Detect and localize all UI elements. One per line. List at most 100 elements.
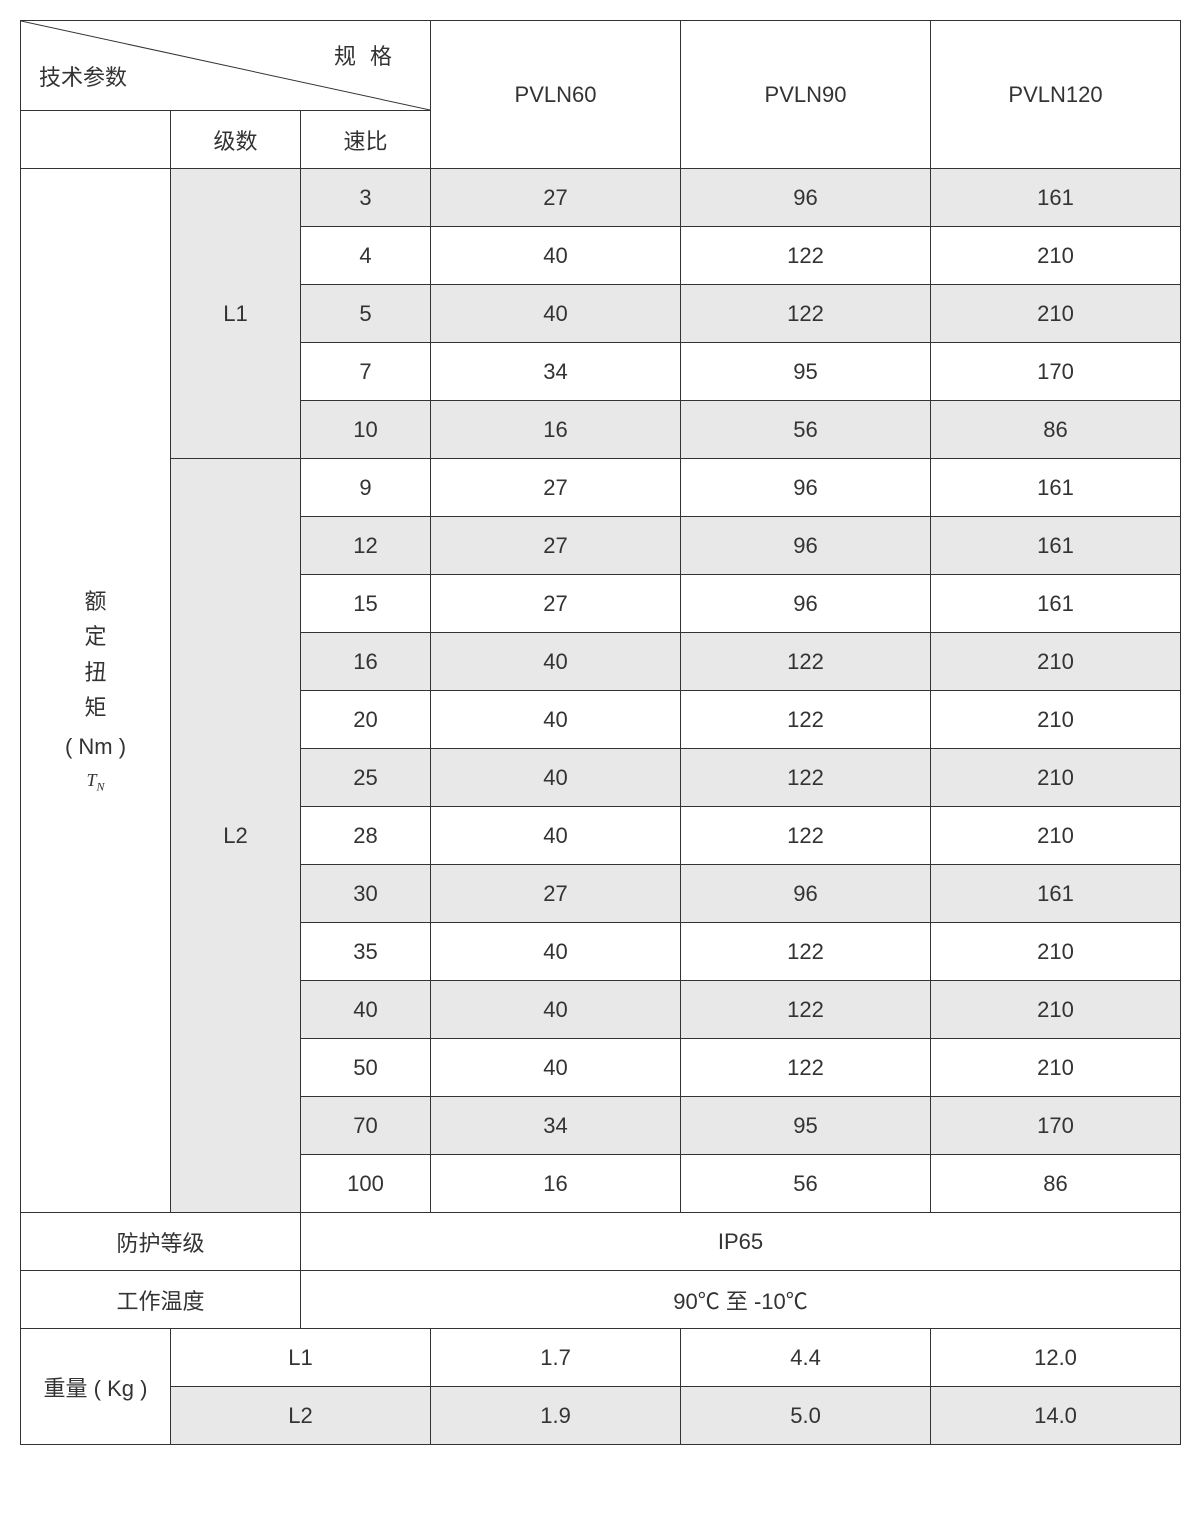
weight-label: 重量 ( Kg ) <box>21 1329 171 1445</box>
value-cell: 40 <box>431 227 681 285</box>
value-cell: 170 <box>931 343 1181 401</box>
value-cell: 210 <box>931 1039 1181 1097</box>
value-cell: 96 <box>681 865 931 923</box>
rated-torque-label: 额定扭矩( Nm )TN <box>21 169 171 1213</box>
value-cell: 40 <box>431 749 681 807</box>
value-cell: 122 <box>681 633 931 691</box>
ratio-cell: 28 <box>301 807 431 865</box>
value-cell: 170 <box>931 1097 1181 1155</box>
value-cell: 210 <box>931 633 1181 691</box>
ratio-cell: 9 <box>301 459 431 517</box>
value-cell: 27 <box>431 169 681 227</box>
diag-header: 规格 技术参数 <box>21 21 431 111</box>
value-cell: 56 <box>681 1155 931 1213</box>
ratio-cell: 7 <box>301 343 431 401</box>
value-cell: 40 <box>431 1039 681 1097</box>
ratio-cell: 16 <box>301 633 431 691</box>
value-cell: 210 <box>931 807 1181 865</box>
model-col-3: PVLN120 <box>931 21 1181 169</box>
protection-row: 防护等级 IP65 <box>21 1213 1181 1271</box>
value-cell: 96 <box>681 169 931 227</box>
ratio-cell: 12 <box>301 517 431 575</box>
ratio-cell: 30 <box>301 865 431 923</box>
value-cell: 122 <box>681 285 931 343</box>
value-cell: 96 <box>681 517 931 575</box>
ratio-cell: 3 <box>301 169 431 227</box>
value-cell: 210 <box>931 227 1181 285</box>
value-cell: 210 <box>931 749 1181 807</box>
value-cell: 122 <box>681 923 931 981</box>
weight-stage-l2: L2 <box>171 1387 431 1445</box>
weight-row-l2: L2 1.9 5.0 14.0 <box>21 1387 1181 1445</box>
value-cell: 210 <box>931 923 1181 981</box>
stage-l1: L1 <box>171 169 301 459</box>
value-cell: 86 <box>931 401 1181 459</box>
value-cell: 34 <box>431 1097 681 1155</box>
value-cell: 27 <box>431 459 681 517</box>
ratio-cell: 70 <box>301 1097 431 1155</box>
ratio-cell: 10 <box>301 401 431 459</box>
temp-row: 工作温度 90℃ 至 -10℃ <box>21 1271 1181 1329</box>
value-cell: 86 <box>931 1155 1181 1213</box>
model-col-2: PVLN90 <box>681 21 931 169</box>
value-cell: 210 <box>931 691 1181 749</box>
value-cell: 122 <box>681 227 931 285</box>
ratio-cell: 40 <box>301 981 431 1039</box>
ratio-cell: 4 <box>301 227 431 285</box>
value-cell: 40 <box>431 285 681 343</box>
ratio-header: 速比 <box>301 111 431 169</box>
value-cell: 161 <box>931 865 1181 923</box>
table-row: 额定扭矩( Nm )TNL132796161 <box>21 169 1181 227</box>
value-cell: 27 <box>431 865 681 923</box>
temp-label: 工作温度 <box>21 1271 301 1329</box>
value-cell: 95 <box>681 343 931 401</box>
value-cell: 161 <box>931 459 1181 517</box>
value-cell: 40 <box>431 981 681 1039</box>
temp-value: 90℃ 至 -10℃ <box>301 1271 1181 1329</box>
value-cell: 210 <box>931 285 1181 343</box>
value-cell: 27 <box>431 575 681 633</box>
protection-value: IP65 <box>301 1213 1181 1271</box>
value-cell: 161 <box>931 575 1181 633</box>
weight-l1-v0: 1.7 <box>431 1329 681 1387</box>
value-cell: 122 <box>681 691 931 749</box>
value-cell: 16 <box>431 401 681 459</box>
header-row-1: 规格 技术参数 PVLN60 PVLN90 PVLN120 <box>21 21 1181 111</box>
ratio-cell: 25 <box>301 749 431 807</box>
value-cell: 161 <box>931 169 1181 227</box>
table-body: 额定扭矩( Nm )TNL132796161440122210540122210… <box>21 169 1181 1213</box>
value-cell: 122 <box>681 807 931 865</box>
weight-l2-v2: 14.0 <box>931 1387 1181 1445</box>
value-cell: 95 <box>681 1097 931 1155</box>
value-cell: 27 <box>431 517 681 575</box>
spec-label: 规格 <box>334 39 406 71</box>
ratio-cell: 5 <box>301 285 431 343</box>
ratio-cell: 100 <box>301 1155 431 1213</box>
weight-l2-v1: 5.0 <box>681 1387 931 1445</box>
value-cell: 40 <box>431 923 681 981</box>
value-cell: 96 <box>681 575 931 633</box>
value-cell: 210 <box>931 981 1181 1039</box>
ratio-cell: 15 <box>301 575 431 633</box>
table-row: L292796161 <box>21 459 1181 517</box>
value-cell: 40 <box>431 691 681 749</box>
weight-l1-v1: 4.4 <box>681 1329 931 1387</box>
stage-l2: L2 <box>171 459 301 1213</box>
value-cell: 16 <box>431 1155 681 1213</box>
value-cell: 161 <box>931 517 1181 575</box>
weight-stage-l1: L1 <box>171 1329 431 1387</box>
param-label: 技术参数 <box>39 60 127 92</box>
protection-label: 防护等级 <box>21 1213 301 1271</box>
value-cell: 122 <box>681 981 931 1039</box>
spec-table: 规格 技术参数 PVLN60 PVLN90 PVLN120 级数 速比 额定扭矩… <box>20 20 1181 1445</box>
model-col-1: PVLN60 <box>431 21 681 169</box>
ratio-cell: 35 <box>301 923 431 981</box>
weight-l2-v0: 1.9 <box>431 1387 681 1445</box>
ratio-cell: 20 <box>301 691 431 749</box>
value-cell: 122 <box>681 1039 931 1097</box>
weight-row-l1: 重量 ( Kg ) L1 1.7 4.4 12.0 <box>21 1329 1181 1387</box>
stage-header: 级数 <box>171 111 301 169</box>
blank-cell <box>21 111 171 169</box>
value-cell: 40 <box>431 807 681 865</box>
value-cell: 40 <box>431 633 681 691</box>
